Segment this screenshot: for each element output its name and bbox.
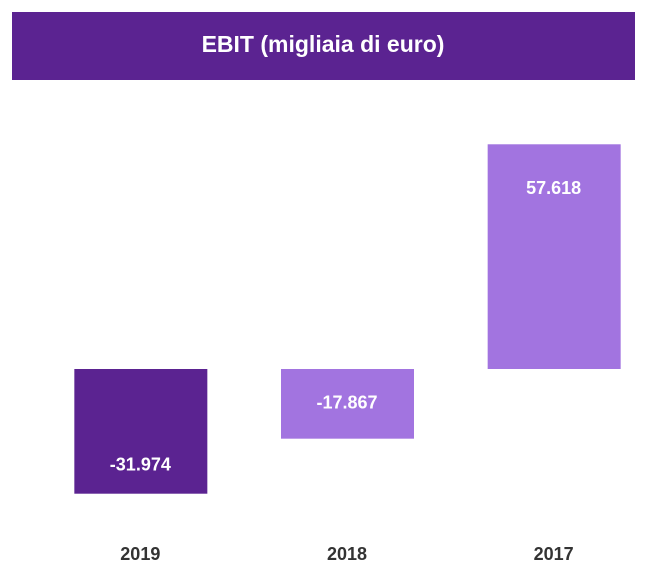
data-label: 57.618 <box>526 178 581 198</box>
bar <box>281 369 414 439</box>
bar <box>487 144 621 369</box>
x-tick-label: 2018 <box>327 544 367 564</box>
bar <box>74 369 208 494</box>
chart-title: EBIT (migliaia di euro) <box>202 31 445 57</box>
data-label: -17.867 <box>316 393 377 413</box>
x-tick-label: 2019 <box>120 544 160 564</box>
x-tick-label: 2017 <box>534 544 574 564</box>
title-banner <box>12 12 635 80</box>
data-label: -31.974 <box>110 454 171 474</box>
